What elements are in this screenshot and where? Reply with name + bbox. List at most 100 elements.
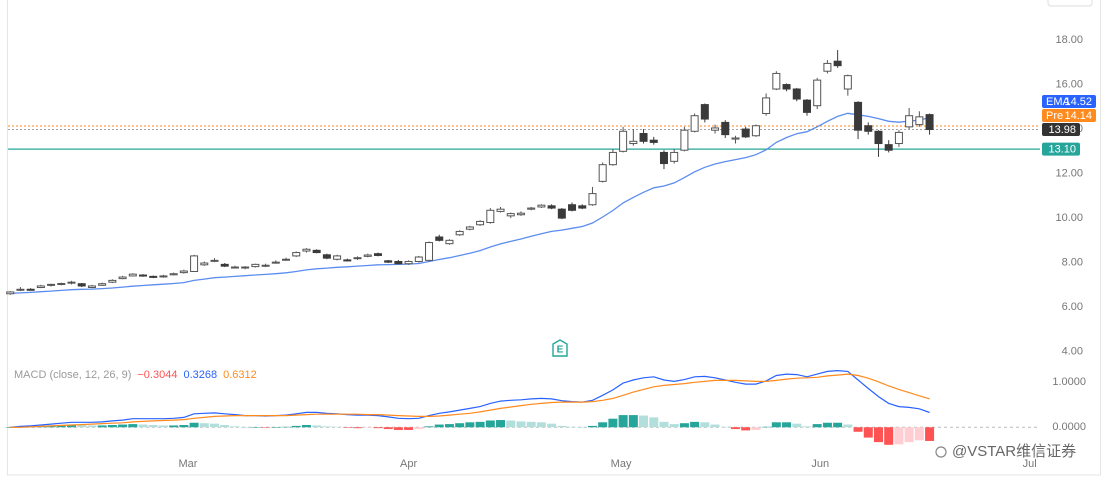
candle-body <box>864 125 873 132</box>
candle <box>864 122 873 135</box>
histogram-bar <box>598 422 608 428</box>
histogram-bar <box>230 426 240 428</box>
candle <box>282 257 291 261</box>
x-tick-label: May <box>611 458 632 470</box>
histogram-bar <box>475 421 485 428</box>
price-tag-name: Pre <box>1046 110 1063 122</box>
candle <box>87 284 96 289</box>
histogram-bar <box>618 415 628 428</box>
histogram-bar <box>220 425 230 428</box>
y-tick-label: 16.00 <box>1055 78 1083 90</box>
legend-item: MACD (close, 12, 26, 9) <box>14 369 131 381</box>
candle <box>251 263 260 268</box>
frame <box>7 0 1101 476</box>
candle <box>16 287 25 292</box>
histogram-bar <box>587 425 597 428</box>
histogram-bar <box>741 427 751 431</box>
candle <box>57 282 66 286</box>
candle <box>639 129 648 144</box>
candle-body <box>578 205 587 209</box>
candle-body <box>108 279 117 283</box>
candle <box>476 220 485 226</box>
candle <box>36 284 45 289</box>
candle-body <box>568 204 577 211</box>
candle-body <box>230 266 239 269</box>
candle-body <box>87 285 96 289</box>
x-tick-label: Jul <box>1023 458 1037 470</box>
candle-body <box>894 131 903 145</box>
histogram-bar <box>669 424 679 428</box>
candle-body <box>843 75 852 90</box>
price-tag-value: 13.98 <box>1048 124 1076 136</box>
candle <box>139 274 148 277</box>
price-tag: Pre 14.14 <box>1042 109 1096 123</box>
candle-body <box>6 291 15 295</box>
histogram-bar <box>751 427 761 430</box>
corner-button[interactable] <box>1047 0 1093 7</box>
candle <box>516 211 525 216</box>
candle-body <box>190 255 199 272</box>
candle <box>190 254 199 272</box>
histogram-bar <box>158 425 168 428</box>
histogram-bar <box>179 425 189 428</box>
candle <box>302 248 311 253</box>
candle-body <box>496 208 505 212</box>
candle-body <box>619 130 628 152</box>
histogram-bar <box>414 427 424 430</box>
candle-body <box>414 256 423 262</box>
price-tag-box <box>1042 142 1080 156</box>
histogram-bar <box>812 424 822 428</box>
candle-body <box>537 204 546 208</box>
candle <box>762 93 771 116</box>
candle <box>394 259 403 265</box>
legend-item: 0.6312 <box>223 369 257 381</box>
candle-body <box>67 281 76 284</box>
candle <box>241 266 250 270</box>
candle-body <box>721 121 730 136</box>
price-tag: 13.98 <box>1042 123 1080 137</box>
candle <box>690 113 699 133</box>
histogram-bar <box>56 425 66 428</box>
histogram-bar <box>506 420 516 428</box>
price-tag-box <box>1042 109 1096 123</box>
candle-body <box>47 283 56 286</box>
candle-body <box>588 193 597 206</box>
x-tick-label: Mar <box>178 458 197 470</box>
watermark-text: @VSTAR维信证券 <box>952 443 1076 460</box>
candle-body <box>179 270 188 274</box>
histogram-bar <box>557 425 567 428</box>
candle-body <box>169 273 178 276</box>
candle-body <box>128 273 137 277</box>
histogram-bar <box>782 422 792 428</box>
histogram-bar <box>250 427 260 428</box>
candle <box>721 120 730 138</box>
candle-body <box>159 275 168 278</box>
candle <box>731 135 740 144</box>
histogram-bar <box>353 427 363 429</box>
histogram-bar <box>904 427 914 443</box>
y-tick-label: 18.00 <box>1055 34 1083 46</box>
histogram-bar <box>608 418 618 428</box>
histogram-bar <box>547 423 557 428</box>
y-tick-label: 12.00 <box>1055 167 1083 179</box>
histogram-bar <box>659 421 669 428</box>
candle <box>261 263 270 268</box>
ema-line <box>10 112 930 294</box>
histogram-bar <box>373 427 383 429</box>
candle <box>118 275 127 280</box>
candle-body <box>455 230 464 236</box>
histogram-bar <box>700 422 710 428</box>
candle-body <box>353 257 362 260</box>
candle <box>128 273 137 277</box>
candle-body <box>373 253 382 256</box>
candle-body <box>282 258 291 261</box>
candle-body <box>394 260 403 265</box>
histogram-bar <box>424 426 434 428</box>
candle-body <box>384 260 393 263</box>
histogram-bar <box>496 420 506 428</box>
histogram-bar <box>189 422 199 428</box>
candle-body <box>292 252 301 257</box>
candle-body <box>690 115 699 132</box>
candle <box>670 149 679 164</box>
candle <box>486 208 495 224</box>
